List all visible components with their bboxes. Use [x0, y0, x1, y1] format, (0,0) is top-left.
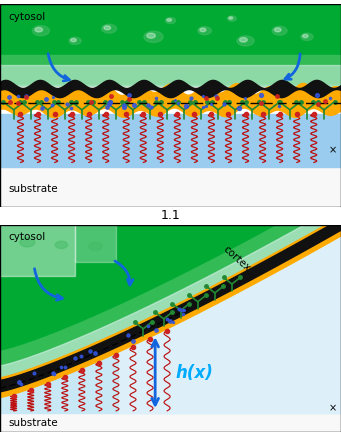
Circle shape: [237, 36, 254, 46]
Bar: [119, 225, 341, 413]
Circle shape: [227, 16, 236, 21]
Circle shape: [272, 26, 287, 35]
Circle shape: [198, 27, 211, 35]
Text: cytosol: cytosol: [9, 232, 46, 242]
Circle shape: [32, 26, 49, 36]
Text: $\times$: $\times$: [328, 145, 337, 156]
Text: h(x): h(x): [176, 364, 213, 382]
Circle shape: [167, 19, 172, 21]
Text: cortex: cortex: [221, 244, 253, 273]
Text: substrate: substrate: [9, 184, 58, 194]
Circle shape: [147, 33, 155, 38]
Circle shape: [275, 28, 281, 32]
Bar: [0, 114, 341, 167]
Circle shape: [229, 17, 233, 19]
Polygon shape: [0, 225, 341, 398]
Bar: [75, 225, 116, 262]
Polygon shape: [0, 225, 341, 392]
Circle shape: [239, 37, 247, 42]
Circle shape: [55, 241, 68, 249]
Circle shape: [301, 33, 313, 41]
Circle shape: [69, 37, 81, 44]
Polygon shape: [0, 80, 341, 98]
Polygon shape: [0, 225, 331, 380]
Text: 1.1: 1.1: [161, 209, 180, 222]
Polygon shape: [0, 225, 331, 380]
Circle shape: [71, 38, 76, 42]
Circle shape: [200, 28, 206, 32]
Circle shape: [102, 24, 117, 33]
Bar: [0, 225, 75, 276]
Bar: [0, 4, 341, 85]
Circle shape: [104, 26, 110, 30]
Circle shape: [165, 17, 176, 24]
Bar: [0, 55, 341, 85]
Text: substrate: substrate: [9, 419, 58, 428]
Bar: [0, 413, 341, 432]
Text: cytosol: cytosol: [9, 11, 46, 21]
Circle shape: [89, 242, 102, 250]
Polygon shape: [0, 225, 331, 380]
Polygon shape: [0, 83, 341, 118]
Circle shape: [35, 27, 43, 32]
Circle shape: [302, 34, 308, 37]
Circle shape: [144, 31, 163, 42]
Text: $\times$: $\times$: [328, 403, 337, 413]
Bar: [0, 167, 341, 207]
Circle shape: [20, 238, 35, 247]
Bar: [0, 65, 341, 85]
